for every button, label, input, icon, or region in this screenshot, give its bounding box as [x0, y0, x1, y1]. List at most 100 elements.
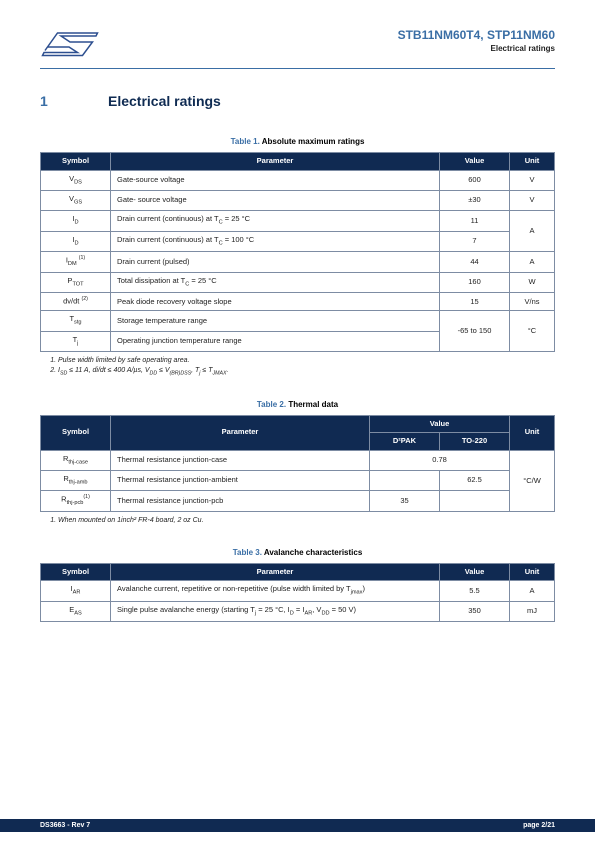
table-row: IARAvalanche current, repetitive or non-…: [41, 581, 555, 601]
caption-title: Absolute maximum ratings: [262, 137, 365, 146]
cell-symbol: IDM (1): [41, 252, 111, 273]
table1-footnotes: Pulse width limited by safe operating ar…: [44, 356, 555, 378]
section-number: 1: [40, 93, 108, 109]
page-footer: DS3663 - Rev 7 page 2/21: [0, 819, 595, 832]
cell-value: 160: [440, 272, 510, 292]
table2-footnotes: When mounted on 1inch² FR-4 board, 2 oz …: [44, 516, 555, 526]
cell-symbol: VGS: [41, 190, 111, 210]
table-row: EASSingle pulse avalanche energy (starti…: [41, 601, 555, 621]
th-parameter: Parameter: [111, 415, 370, 450]
cell-parameter: Thermal resistance junction-case: [111, 450, 370, 470]
th-to220: TO-220: [440, 433, 510, 451]
cell-parameter: Total dissipation at TC = 25 °C: [111, 272, 440, 292]
table-row: Rthj-caseThermal resistance junction-cas…: [41, 450, 555, 470]
header-subtitle: Electrical ratings: [398, 44, 555, 53]
th-value: Value: [440, 153, 510, 171]
caption-title: Avalanche characteristics: [264, 548, 362, 557]
cell-unit: °C/W: [510, 450, 555, 512]
cell-unit: A: [510, 211, 555, 252]
table-row: IDDrain current (continuous) at TC = 100…: [41, 231, 555, 251]
cell-value: 62.5: [440, 470, 510, 490]
cell-parameter: Drain current (pulsed): [111, 252, 440, 273]
header-right: STB11NM60T4, STP11NM60 Electrical rating…: [398, 28, 555, 53]
footnote: ISD ≤ 11 A, di/dt ≤ 400 A/µs, VDD ≤ V(BR…: [58, 366, 555, 378]
th-parameter: Parameter: [111, 563, 440, 581]
table-row: VGSGate- source voltage±30V: [41, 190, 555, 210]
cell-value: 35: [370, 491, 440, 512]
cell-parameter: Drain current (continuous) at TC = 100 °…: [111, 231, 440, 251]
footer-right: page 2/21: [523, 822, 555, 829]
table-row: Rthj-pcb(1)Thermal resistance junction-p…: [41, 491, 555, 512]
cell-value: 7: [440, 231, 510, 251]
part-numbers: STB11NM60T4, STP11NM60: [398, 28, 555, 42]
caption-title: Thermal data: [288, 400, 338, 409]
cell-parameter: Gate- source voltage: [111, 190, 440, 210]
table-row: TstgStorage temperature range-65 to 150°…: [41, 311, 555, 331]
table-row: PTOTTotal dissipation at TC = 25 °C160W: [41, 272, 555, 292]
th-symbol: Symbol: [41, 415, 111, 450]
th-unit: Unit: [510, 563, 555, 581]
cell-value: 15: [440, 293, 510, 311]
cell-value: [440, 491, 510, 512]
caption-label: Table 3.: [233, 548, 264, 557]
cell-unit: A: [510, 252, 555, 273]
th-symbol: Symbol: [41, 563, 111, 581]
table2: Symbol Parameter Value Unit D²PAK TO-220…: [40, 415, 555, 513]
table-header-row: Symbol Parameter Value Unit: [41, 563, 555, 581]
cell-symbol: ID: [41, 231, 111, 251]
th-d2pak: D²PAK: [370, 433, 440, 451]
cell-symbol: PTOT: [41, 272, 111, 292]
cell-value: 11: [440, 211, 510, 231]
cell-parameter: Peak diode recovery voltage slope: [111, 293, 440, 311]
section-title: Electrical ratings: [108, 93, 221, 109]
cell-unit: mJ: [510, 601, 555, 621]
cell-symbol: dv/dt (2): [41, 293, 111, 311]
cell-value: [370, 470, 440, 490]
cell-symbol: ID: [41, 211, 111, 231]
table-row: VDSGate-source voltage600V: [41, 170, 555, 190]
cell-symbol: VDS: [41, 170, 111, 190]
th-parameter: Parameter: [111, 153, 440, 171]
table1: Symbol Parameter Value Unit VDSGate-sour…: [40, 152, 555, 352]
cell-unit: A: [510, 581, 555, 601]
cell-value: ±30: [440, 190, 510, 210]
st-logo: [40, 28, 100, 58]
th-value: Value: [440, 563, 510, 581]
table-row: dv/dt (2)Peak diode recovery voltage slo…: [41, 293, 555, 311]
cell-unit: W: [510, 272, 555, 292]
caption-label: Table 1.: [231, 137, 262, 146]
footer-left: DS3663 - Rev 7: [40, 822, 90, 829]
cell-symbol: Tj: [41, 331, 111, 351]
table-row: IDM (1)Drain current (pulsed)44A: [41, 252, 555, 273]
table-row: Rthj-ambThermal resistance junction-ambi…: [41, 470, 555, 490]
cell-parameter: Avalanche current, repetitive or non-rep…: [111, 581, 440, 601]
cell-parameter: Thermal resistance junction-pcb: [111, 491, 370, 512]
cell-unit: V/ns: [510, 293, 555, 311]
cell-value: 5.5: [440, 581, 510, 601]
table-row: IDDrain current (continuous) at TC = 25 …: [41, 211, 555, 231]
cell-parameter: Operating junction temperature range: [111, 331, 440, 351]
section-heading: 1 Electrical ratings: [40, 93, 555, 109]
th-symbol: Symbol: [41, 153, 111, 171]
th-unit: Unit: [510, 153, 555, 171]
cell-symbol: Rthj-case: [41, 450, 111, 470]
th-unit: Unit: [510, 415, 555, 450]
cell-value: 44: [440, 252, 510, 273]
cell-unit: V: [510, 190, 555, 210]
cell-symbol: Rthj-amb: [41, 470, 111, 490]
table1-caption: Table 1. Absolute maximum ratings: [40, 137, 555, 146]
cell-parameter: Storage temperature range: [111, 311, 440, 331]
cell-symbol: IAR: [41, 581, 111, 601]
cell-parameter: Thermal resistance junction-ambient: [111, 470, 370, 490]
page-header: STB11NM60T4, STP11NM60 Electrical rating…: [40, 28, 555, 58]
cell-symbol: Tstg: [41, 311, 111, 331]
cell-value: 350: [440, 601, 510, 621]
table3-caption: Table 3. Avalanche characteristics: [40, 548, 555, 557]
table-header-row: Symbol Parameter Value Unit: [41, 415, 555, 433]
cell-value: 600: [440, 170, 510, 190]
cell-symbol: Rthj-pcb(1): [41, 491, 111, 512]
table3: Symbol Parameter Value Unit IARAvalanche…: [40, 563, 555, 622]
cell-value: -65 to 150: [440, 311, 510, 352]
footnote: Pulse width limited by safe operating ar…: [58, 356, 555, 366]
header-rule: [40, 68, 555, 69]
